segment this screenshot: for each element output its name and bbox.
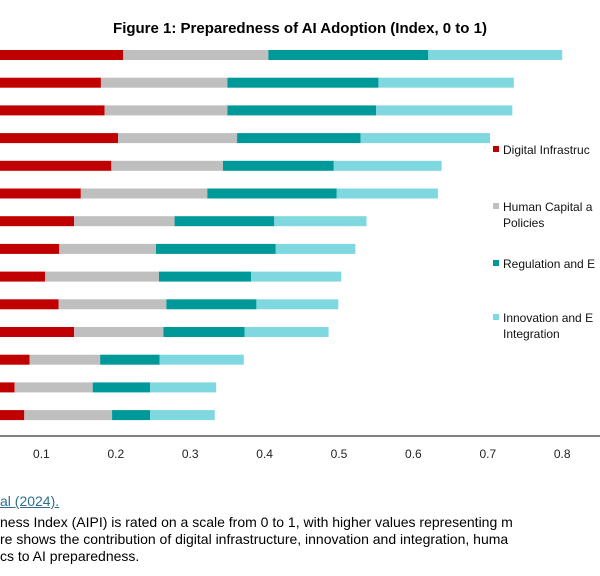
note-line-3: cs to AI preparedness. <box>0 548 140 564</box>
bar-row13-series4 <box>150 382 217 393</box>
bar-row1-series3 <box>268 50 429 60</box>
bar-row8-series1 <box>0 243 60 254</box>
bar-row6-series3 <box>207 188 337 199</box>
bar-row5-series2 <box>111 160 223 171</box>
bar-row13-series2 <box>14 382 93 393</box>
bar-row14-series1 <box>0 410 25 421</box>
bar-row2-series4 <box>378 77 514 88</box>
bar-row1-series4 <box>428 50 563 60</box>
bar-row8-series4 <box>275 243 356 254</box>
x-tick-label: 0.8 <box>554 447 571 461</box>
bar-row11-series3 <box>163 327 245 337</box>
x-tick-label: 0.3 <box>182 447 199 461</box>
bar-row14-series4 <box>150 410 215 421</box>
bar-row1-series1 <box>0 50 124 60</box>
source-link[interactable]: al (2024). <box>0 493 60 509</box>
bar-row5-series3 <box>222 160 334 171</box>
bar-row14-series3 <box>112 410 151 421</box>
bar-row12-series2 <box>29 354 101 365</box>
x-tick-label: 0.4 <box>256 447 273 461</box>
bar-row2-series2 <box>100 77 228 88</box>
x-tick-label: 0.2 <box>107 447 124 461</box>
bar-row6-series4 <box>336 188 438 199</box>
bar-row4-series3 <box>237 133 361 144</box>
legend-label-3: Regulation and E <box>503 257 595 271</box>
note-line-1: ness Index (AIPI) is rated on a scale fr… <box>0 514 513 530</box>
bar-row7-series1 <box>0 216 75 227</box>
bar-row6-series2 <box>80 188 208 199</box>
x-tick-label: 0.6 <box>405 447 422 461</box>
bar-row9-series2 <box>45 271 159 282</box>
bar-row9-series4 <box>251 271 342 282</box>
bar-row6-series1 <box>0 188 81 199</box>
x-tick-label: 0.5 <box>331 447 348 461</box>
bar-row7-series2 <box>74 216 175 227</box>
bar-row8-series3 <box>155 243 276 254</box>
bar-row3-series4 <box>376 105 513 116</box>
legend: Digital Infrastruc Human Capital a Policie… <box>493 143 595 341</box>
note-line-2: re shows the contribution of digital inf… <box>0 531 509 547</box>
x-tick-labels: 0.1 0.2 0.3 0.4 0.5 0.6 0.7 0.8 <box>33 447 571 461</box>
chart-title: Figure 1: Preparedness of AI Adoption (I… <box>113 20 487 37</box>
x-tick-label: 0.1 <box>33 447 50 461</box>
bar-row11-series4 <box>244 327 329 337</box>
bar-row3-series2 <box>104 105 228 116</box>
bar-row4-series2 <box>118 133 238 144</box>
legend-label-4: Integration <box>503 327 560 341</box>
bars-group <box>0 50 563 421</box>
bar-row10-series4 <box>256 299 339 310</box>
legend-swatch-4 <box>493 314 499 320</box>
bar-row5-series4 <box>333 160 442 171</box>
bar-row2-series1 <box>0 77 101 88</box>
bar-row5-series1 <box>0 160 112 171</box>
bar-row12-series3 <box>100 354 160 365</box>
legend-swatch-2 <box>493 203 499 209</box>
bar-row11-series1 <box>0 327 75 337</box>
stacked-bar-chart: Figure 1: Preparedness of AI Adoption (I… <box>0 20 600 461</box>
legend-label-2: Policies <box>503 216 544 230</box>
legend-label-1: Digital Infrastruc <box>503 143 590 157</box>
bar-row13-series1 <box>0 382 15 393</box>
legend-label-4: Innovation and E <box>503 311 593 325</box>
bar-row1-series2 <box>123 50 269 60</box>
bar-row12-series1 <box>0 354 30 365</box>
bar-row7-series4 <box>274 216 367 227</box>
figure-note: ness Index (AIPI) is rated on a scale fr… <box>0 514 600 565</box>
bar-row14-series2 <box>24 410 113 421</box>
legend-swatch-1 <box>493 146 499 152</box>
bar-row10-series1 <box>0 299 59 310</box>
x-tick-label: 0.7 <box>479 447 496 461</box>
bar-row10-series3 <box>166 299 257 310</box>
bar-row13-series3 <box>92 382 151 393</box>
bar-row4-series1 <box>0 133 119 144</box>
bar-row9-series1 <box>0 271 46 282</box>
bar-row8-series2 <box>59 243 156 254</box>
bar-row9-series3 <box>158 271 252 282</box>
legend-swatch-3 <box>493 260 499 266</box>
bar-row3-series3 <box>227 105 377 116</box>
bar-row2-series3 <box>227 77 379 88</box>
bar-row11-series2 <box>74 327 164 337</box>
bar-row4-series4 <box>360 133 491 144</box>
bar-row3-series1 <box>0 105 105 116</box>
bar-row12-series4 <box>159 354 244 365</box>
bar-row10-series2 <box>58 299 167 310</box>
bar-row7-series3 <box>174 216 275 227</box>
legend-label-2: Human Capital a <box>503 200 593 214</box>
